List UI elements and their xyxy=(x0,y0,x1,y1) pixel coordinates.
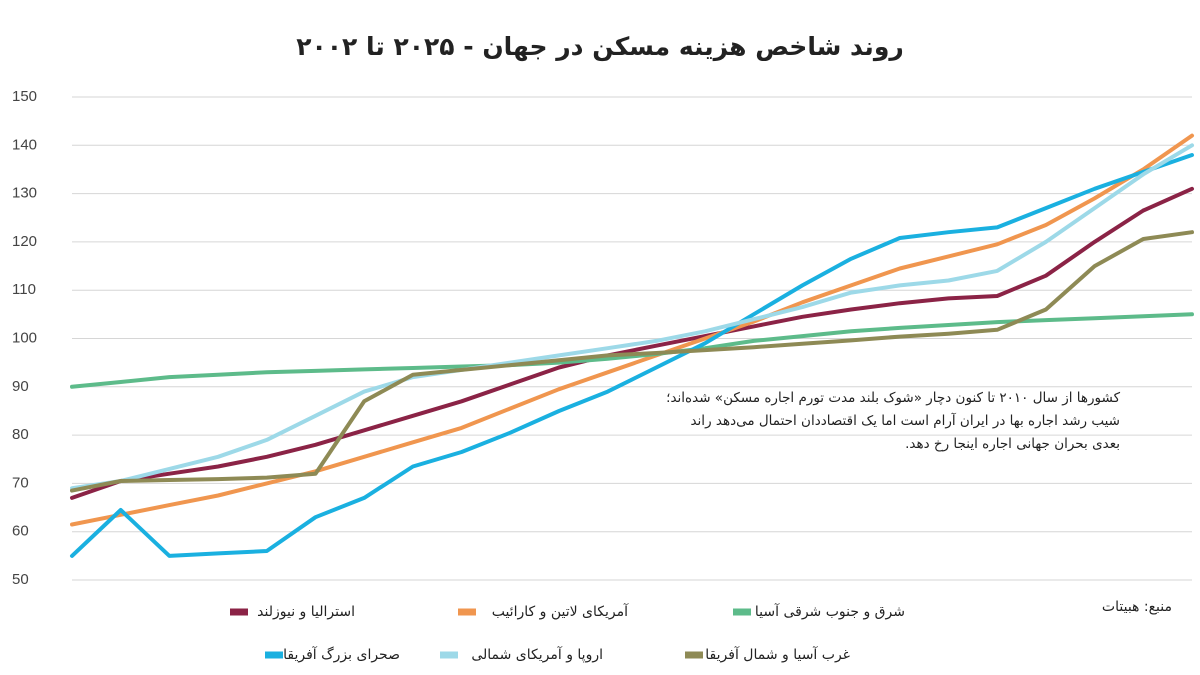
annotation: کشورها از سال ۲۰۱۰ تا کنون دچار «شوک بلن… xyxy=(666,390,1120,406)
y-tick-label: 70 xyxy=(12,474,29,491)
series-line xyxy=(70,143,1194,491)
legend-label: اروپا و آمریکای شمالی xyxy=(471,646,603,663)
y-tick-label: 130 xyxy=(12,185,37,202)
annotation: شیب رشد اجاره بها در ایران آرام است اما … xyxy=(690,412,1120,429)
y-tick-label: 110 xyxy=(12,281,36,298)
legend-label: استرالیا و نیوزلند xyxy=(257,604,355,620)
legend-label: صحرای بزرگ آفریقا xyxy=(283,645,400,663)
y-tick-label: 140 xyxy=(12,136,37,153)
y-tick-label: 90 xyxy=(12,378,29,395)
legend-label: شرق و جنوب شرقی آسیا xyxy=(755,603,905,620)
y-tick-label: 150 xyxy=(12,88,37,105)
legend-label: غرب آسیا و شمال آفریقا xyxy=(705,646,850,663)
y-tick-label: 60 xyxy=(12,523,29,540)
source: منبع: هبیتات xyxy=(1102,599,1172,615)
legend-label: آمریکای لاتین و کارائیب xyxy=(492,603,629,620)
series-line xyxy=(70,230,1194,493)
chart-title: روند شاخص هزینه مسکن در جهان - ۲۰۲۵ تا ۲… xyxy=(296,32,904,62)
series-line xyxy=(70,312,1194,389)
series-line xyxy=(70,186,1194,500)
y-tick-label: 100 xyxy=(12,329,37,346)
series-line xyxy=(70,133,1194,527)
y-tick-label: 80 xyxy=(12,426,29,443)
series-line xyxy=(70,153,1194,558)
annotation: بعدی بحران جهانی اجاره اینجا رخ دهد. xyxy=(905,436,1120,452)
y-tick-label: 50 xyxy=(12,571,29,588)
y-tick-label: 120 xyxy=(12,233,37,250)
